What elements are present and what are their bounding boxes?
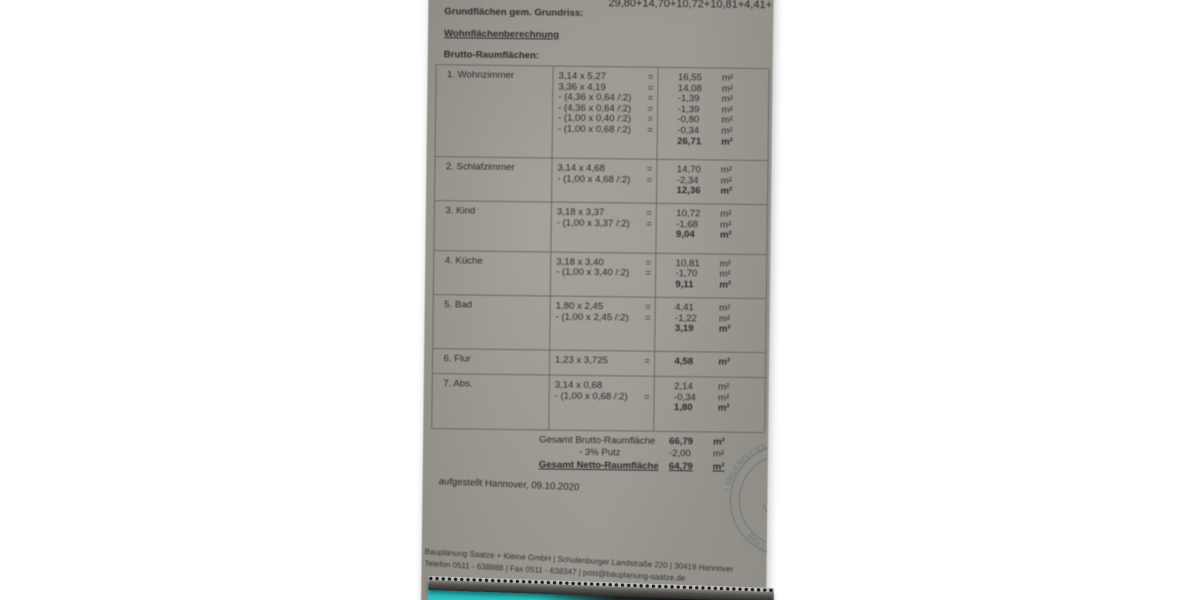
svg-text:V. Wolters: V. Wolters [762,503,774,516]
svg-text:Dipl.-Ing.: Dipl.-Ing. [768,492,774,502]
svg-text:• INGENIEURKAMMER: • INGENIEURKAMMER [722,438,774,494]
